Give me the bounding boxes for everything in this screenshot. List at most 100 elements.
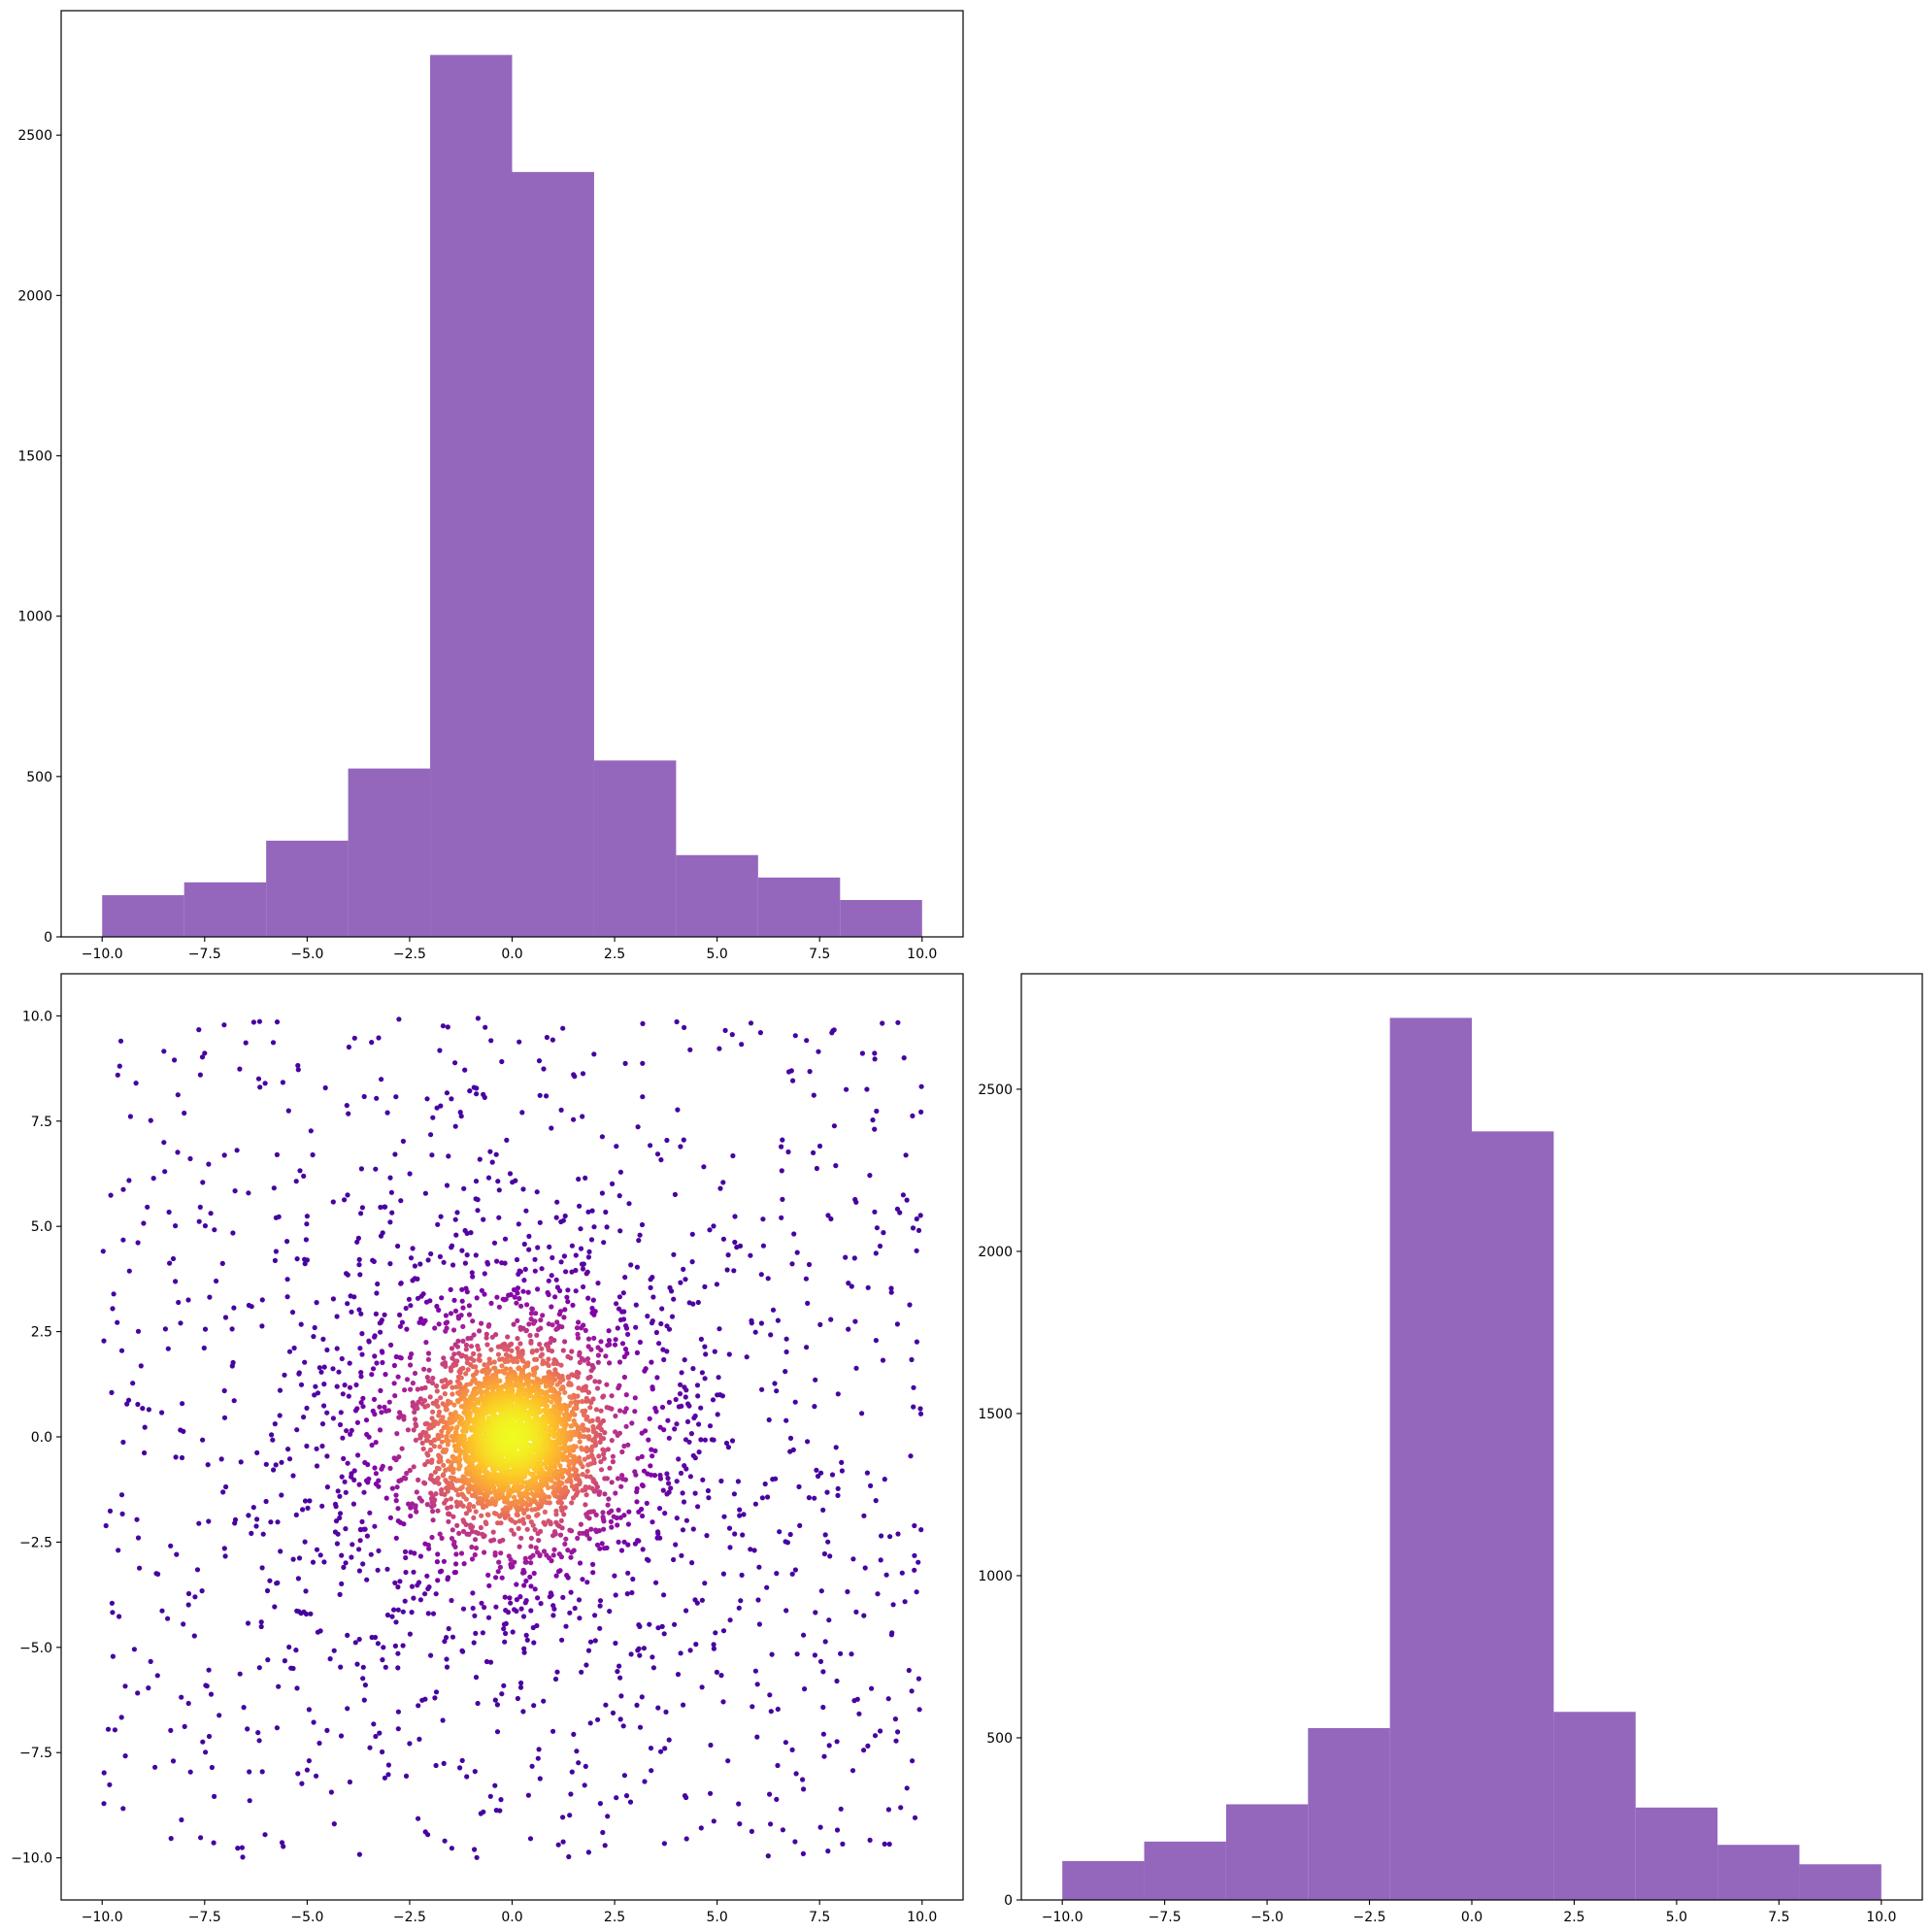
scatter-point bbox=[294, 1685, 300, 1691]
scatter-point bbox=[355, 1235, 361, 1241]
scatter-point bbox=[604, 1224, 610, 1230]
scatter-point bbox=[528, 1608, 534, 1614]
scatter-point bbox=[173, 1454, 179, 1460]
scatter-point bbox=[434, 1559, 440, 1565]
scatter-point bbox=[339, 1474, 345, 1480]
scatter-point bbox=[441, 1462, 447, 1468]
scatter-point bbox=[586, 1536, 592, 1542]
scatter-point bbox=[554, 1382, 560, 1387]
scatter-point bbox=[414, 1489, 419, 1495]
scatter-point bbox=[126, 1268, 132, 1274]
scatter-point bbox=[711, 1223, 716, 1229]
scatter-point bbox=[500, 1537, 506, 1543]
scatter-point bbox=[475, 1700, 481, 1707]
scatter-point bbox=[623, 1392, 629, 1398]
scatter-point bbox=[461, 1436, 467, 1442]
scatter-point bbox=[351, 1477, 357, 1482]
scatter-point bbox=[467, 1412, 473, 1417]
scatter-point bbox=[636, 1238, 642, 1244]
x-tick-label: 5.0 bbox=[707, 947, 728, 962]
scatter-point bbox=[444, 1433, 450, 1440]
scatter-point bbox=[688, 1431, 695, 1437]
scatter-point bbox=[487, 1149, 493, 1154]
scatter-point bbox=[707, 1227, 713, 1233]
scatter-point bbox=[459, 1298, 465, 1304]
histogram-bar bbox=[512, 172, 594, 937]
scatter-point bbox=[203, 1749, 209, 1755]
scatter-point bbox=[476, 1347, 482, 1352]
scatter-point bbox=[533, 1545, 539, 1550]
scatter-point bbox=[307, 1498, 313, 1504]
scatter-point bbox=[683, 1437, 689, 1443]
scatter-point bbox=[521, 1582, 527, 1588]
scatter-point bbox=[540, 1361, 546, 1367]
scatter-point bbox=[433, 1491, 439, 1497]
scatter-point bbox=[258, 1619, 264, 1625]
scatter-point bbox=[624, 1591, 630, 1597]
scatter-point bbox=[878, 1728, 883, 1734]
scatter-point bbox=[473, 1675, 480, 1681]
scatter-point bbox=[460, 1365, 466, 1371]
scatter-point bbox=[825, 1213, 831, 1218]
scatter-point bbox=[664, 1471, 670, 1477]
scatter-point bbox=[625, 1521, 632, 1527]
scatter-point bbox=[448, 1380, 453, 1385]
scatter-point bbox=[479, 1287, 484, 1293]
scatter-point bbox=[672, 1191, 679, 1197]
scatter-point bbox=[413, 1503, 418, 1509]
scatter-point bbox=[269, 1432, 275, 1438]
scatter-point bbox=[846, 1281, 851, 1286]
scatter-point bbox=[301, 1415, 307, 1420]
scatter-point bbox=[466, 1312, 473, 1317]
scatter-point bbox=[268, 1519, 274, 1525]
scatter-point bbox=[655, 1529, 661, 1535]
scatter-point bbox=[882, 1841, 887, 1847]
scatter-point bbox=[451, 1539, 457, 1545]
scatter-point bbox=[453, 1487, 459, 1493]
scatter-point bbox=[441, 1355, 447, 1361]
scatter-point bbox=[118, 1348, 125, 1353]
scatter-point bbox=[606, 1510, 612, 1516]
scatter-point bbox=[583, 1327, 588, 1333]
scatter-point bbox=[181, 1428, 186, 1434]
scatter-point bbox=[442, 1491, 448, 1497]
scatter-point bbox=[432, 1325, 438, 1331]
scatter-point bbox=[864, 1086, 870, 1092]
scatter-point bbox=[562, 1541, 568, 1547]
scatter-point bbox=[395, 1374, 401, 1380]
scatter-point bbox=[534, 1490, 540, 1497]
scatter-point bbox=[465, 1367, 471, 1373]
scatter-point bbox=[885, 1807, 892, 1813]
scatter-point bbox=[666, 1737, 672, 1743]
scatter-point bbox=[577, 1352, 583, 1358]
scatter-point bbox=[165, 1346, 171, 1351]
scatter-point bbox=[644, 1500, 650, 1506]
scatter-point bbox=[629, 1589, 635, 1596]
scatter-point bbox=[536, 1327, 542, 1333]
scatter-point bbox=[569, 1769, 575, 1775]
scatter-point bbox=[337, 1591, 343, 1597]
scatter-point bbox=[629, 1420, 635, 1426]
scatter-point bbox=[319, 1421, 326, 1427]
scatter-point bbox=[682, 1793, 688, 1799]
scatter-point bbox=[598, 1459, 604, 1465]
scatter-point bbox=[853, 1199, 859, 1205]
scatter-point bbox=[229, 1326, 235, 1332]
scatter-point bbox=[789, 1261, 795, 1267]
scatter-point bbox=[702, 1437, 709, 1443]
scatter-point bbox=[672, 1621, 678, 1627]
scatter-point bbox=[816, 1143, 823, 1149]
scatter-point bbox=[580, 1387, 585, 1393]
scatter-point bbox=[420, 1320, 426, 1326]
scatter-point bbox=[351, 1035, 357, 1041]
scatter-point bbox=[234, 1148, 240, 1153]
scatter-point bbox=[625, 1542, 631, 1548]
scatter-point bbox=[569, 1269, 575, 1275]
scatter-point bbox=[622, 1060, 628, 1066]
scatter-point bbox=[314, 1547, 320, 1552]
scatter-point bbox=[221, 1546, 227, 1551]
scatter-point bbox=[682, 1024, 687, 1030]
scatter-point bbox=[324, 1484, 330, 1490]
scatter-point bbox=[787, 1531, 793, 1538]
scatter-point bbox=[538, 1353, 544, 1359]
